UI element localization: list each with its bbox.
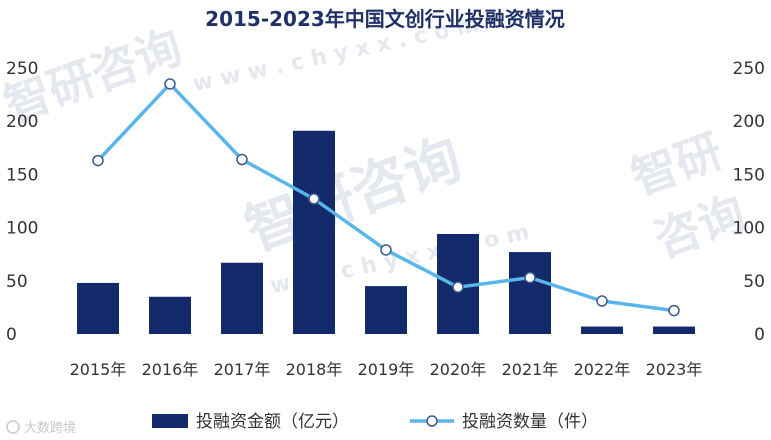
right-y-tick-label: 150 [733, 165, 765, 185]
left-y-tick-label: 50 [6, 272, 28, 292]
line-point [380, 244, 392, 256]
bar [509, 252, 551, 334]
line-point [524, 271, 536, 284]
line-point [236, 153, 248, 166]
line-point [596, 295, 608, 307]
line-point [668, 304, 680, 317]
left-y-tick-label: 100 [6, 219, 38, 239]
x-tick-label: 2020年 [430, 360, 487, 379]
line-point [92, 154, 104, 167]
legend-marker [426, 415, 438, 427]
series-line [96, 82, 675, 313]
legend: 投融资金额（亿元） 投融资数量（件） [152, 412, 598, 432]
x-tick-label: 2021年 [502, 360, 559, 379]
bar [365, 286, 407, 334]
right-y-tick-label: 200 [733, 112, 765, 132]
legend-label-line: 投融资数量（件） [462, 412, 598, 432]
badge-text: 大数跨境 [24, 421, 76, 436]
line-series [92, 78, 680, 317]
x-tick-label: 2023年 [646, 360, 703, 379]
line-point [308, 193, 320, 205]
right-y-tick-label: 50 [743, 272, 765, 292]
legend-swatch-bar [152, 414, 188, 428]
right-axis: 0 50 100 150 200 250 [733, 59, 765, 345]
line-point [452, 281, 464, 293]
left-y-tick-label: 0 [6, 325, 17, 345]
bar [581, 326, 623, 334]
left-axis: 0 50 100 150 200 250 [6, 59, 38, 345]
legend-label-bar: 投融资金额（亿元） [196, 412, 349, 432]
bar [653, 326, 695, 334]
left-y-tick-label: 250 [6, 59, 38, 79]
x-axis-labels: 2015年 2016年 2017年 2018年 2019年 2020年 2021年 2022年… [70, 360, 703, 379]
bar [221, 262, 263, 334]
bar [149, 296, 191, 334]
x-tick-label: 2017年 [214, 360, 271, 379]
left-y-tick-label: 150 [6, 165, 38, 185]
bar [293, 130, 335, 334]
left-y-tick-label: 200 [6, 112, 38, 132]
right-y-tick-label: 250 [733, 59, 765, 79]
source-badge: 大数跨境 [6, 420, 76, 436]
x-tick-label: 2019年 [358, 360, 415, 379]
x-tick-label: 2016年 [142, 360, 199, 379]
bar [77, 282, 119, 334]
x-tick-label: 2018年 [286, 360, 343, 379]
chart-title: 2015-2023年中国文创行业投融资情况 [205, 7, 565, 31]
x-tick-label: 2022年 [574, 360, 631, 379]
right-y-tick-label: 100 [733, 219, 765, 239]
x-tick-label: 2015年 [70, 360, 127, 379]
right-y-tick-label: 0 [754, 325, 765, 345]
line-point [164, 78, 176, 90]
